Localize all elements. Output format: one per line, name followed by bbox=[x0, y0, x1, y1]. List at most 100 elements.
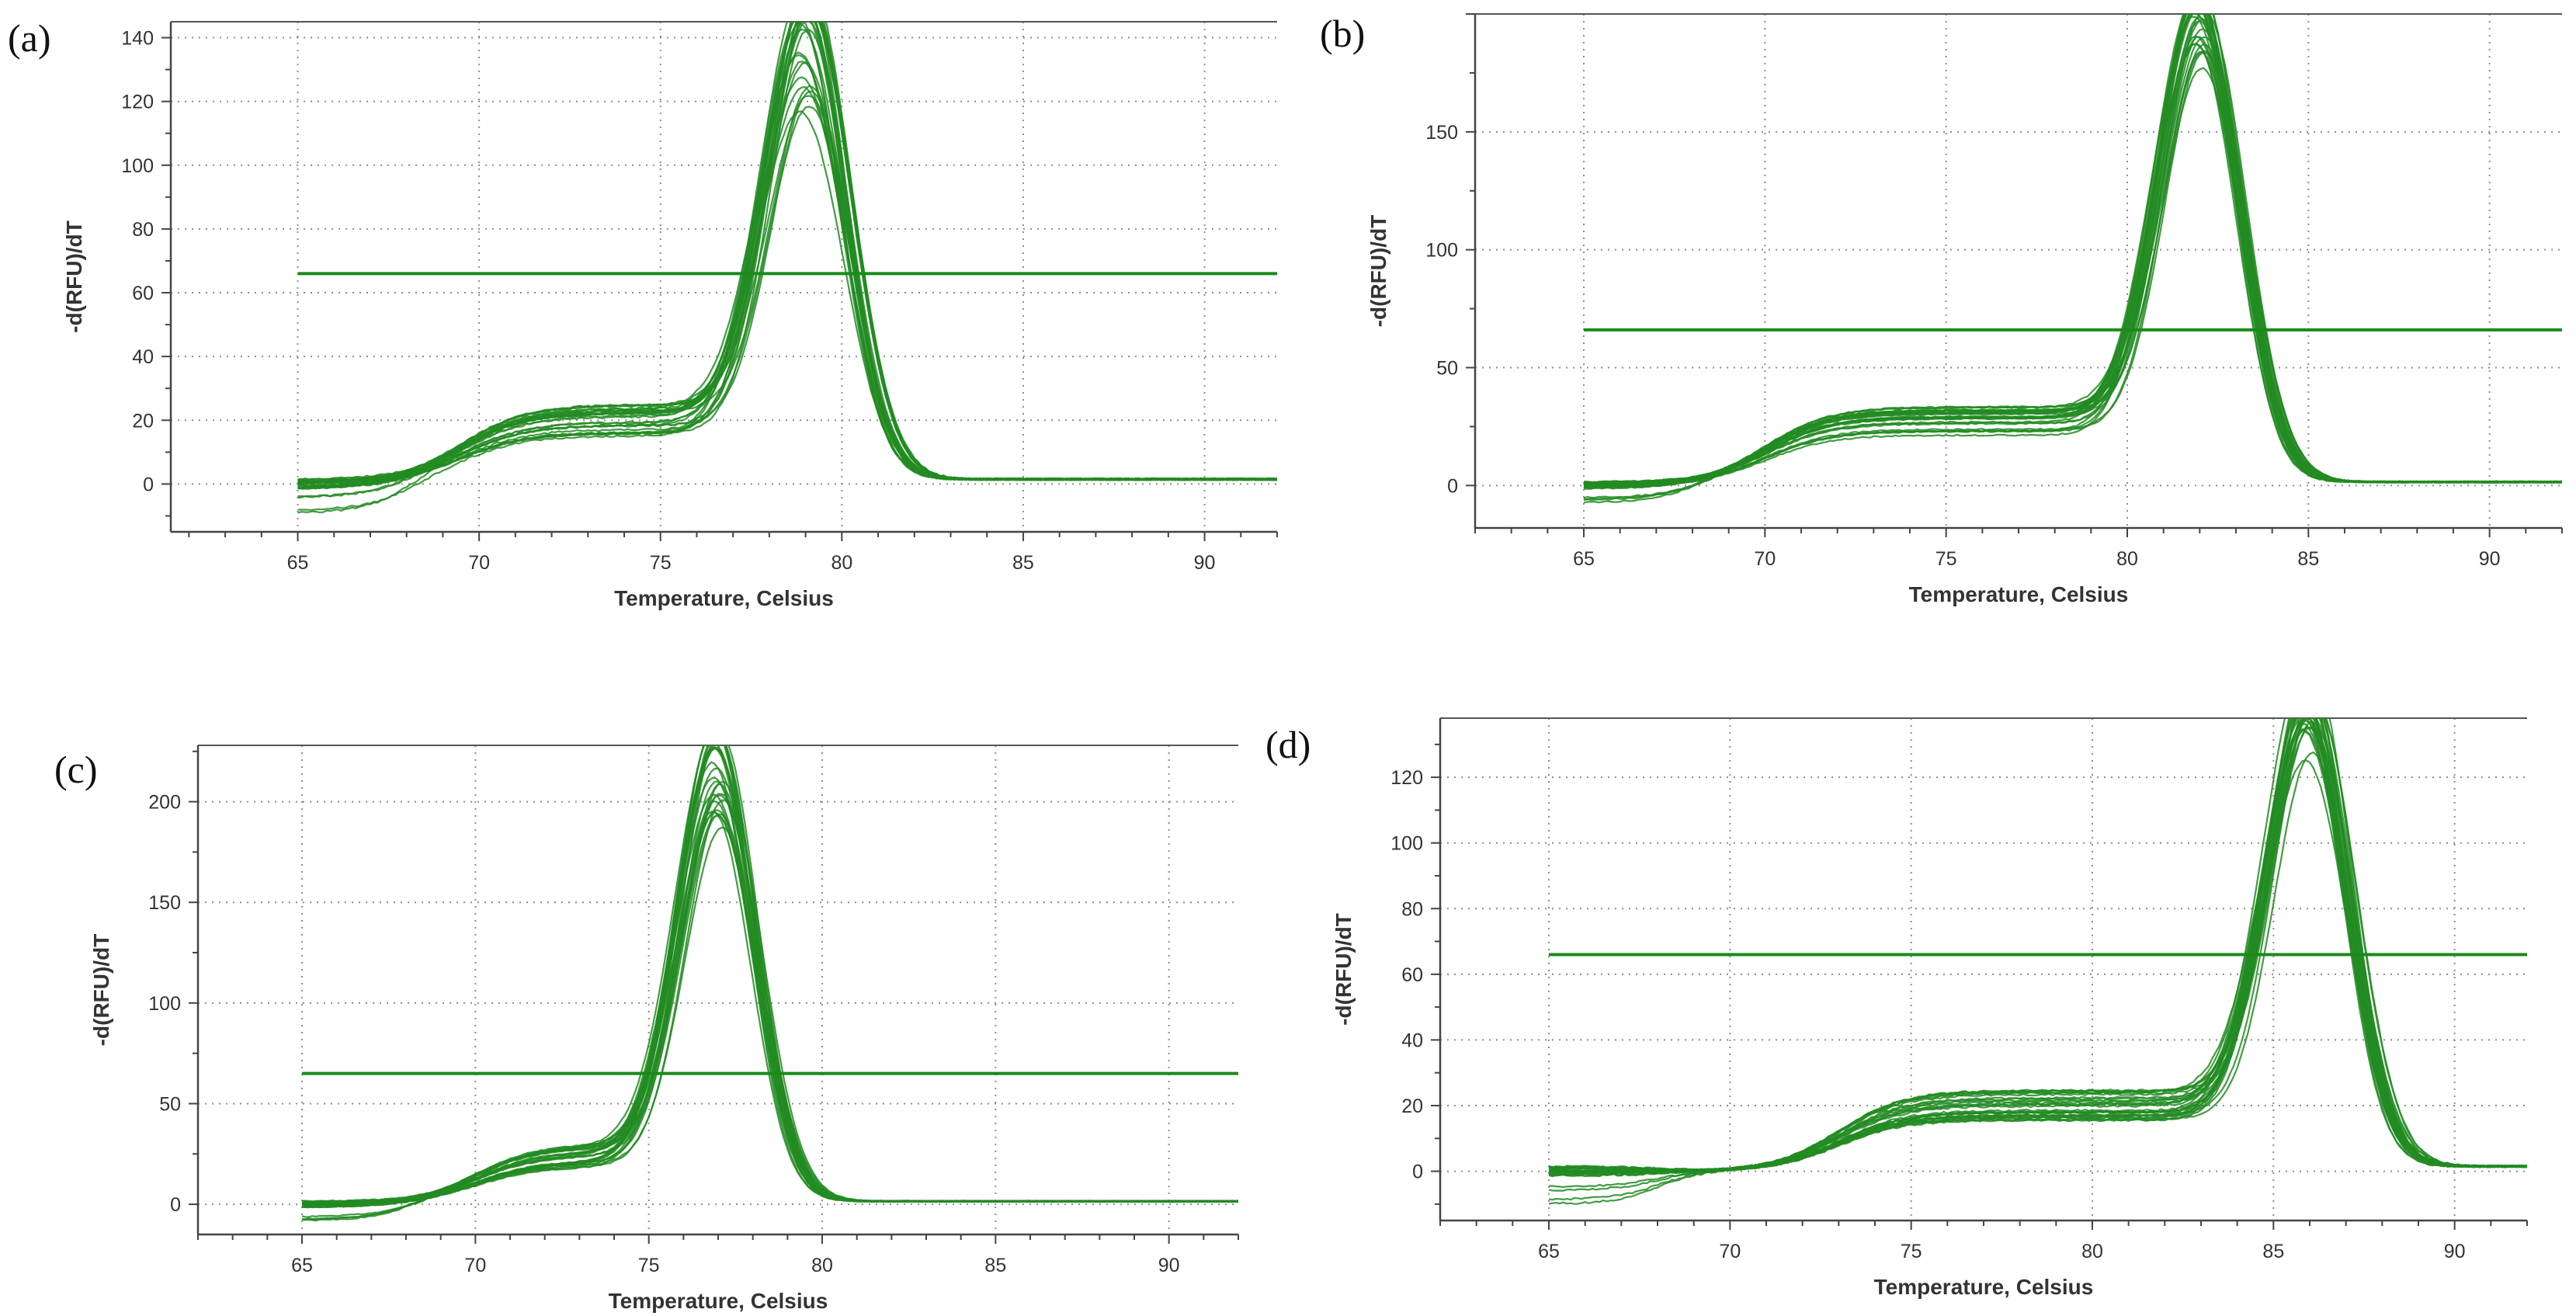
melt-curve bbox=[297, 86, 1277, 490]
x-tick-label: 70 bbox=[468, 552, 490, 574]
y-tick-label: 200 bbox=[148, 792, 181, 814]
melt-curve bbox=[1583, 43, 2562, 486]
panel-label-d: (d) bbox=[1265, 723, 1311, 766]
melt-curve bbox=[301, 780, 1238, 1222]
chart-panel-c: 65 70 75 80 85 90 0 50 100 150 200 Temperature, Cel… bbox=[89, 745, 1239, 1313]
y-tick-label: 40 bbox=[1401, 1030, 1423, 1051]
y-tick-label: 150 bbox=[1425, 122, 1458, 144]
y-tick-label: 50 bbox=[159, 1093, 181, 1115]
melt-curve bbox=[1583, 43, 2562, 487]
melt-curve-group bbox=[1548, 718, 2527, 1205]
y-axis-title: -d(RFU)/dT bbox=[62, 220, 86, 333]
x-tick-label: 70 bbox=[1719, 1241, 1741, 1262]
melt-curve bbox=[1583, 14, 2562, 501]
y-tick-label: 140 bbox=[121, 28, 154, 50]
melt-curve bbox=[301, 745, 1238, 1207]
x-tick-label: 70 bbox=[464, 1255, 486, 1276]
x-axis-title: Temperature, Celsius bbox=[609, 1289, 828, 1313]
y-tick-label: 20 bbox=[1401, 1096, 1423, 1117]
melt-curve bbox=[301, 745, 1238, 1209]
melt-curve bbox=[297, 106, 1277, 490]
y-tick-label: 60 bbox=[1401, 964, 1423, 986]
melt-curve bbox=[301, 745, 1238, 1206]
y-tick-label: 0 bbox=[143, 474, 154, 495]
x-tick-label: 85 bbox=[1012, 552, 1034, 574]
y-tick-label: 100 bbox=[148, 993, 181, 1015]
x-tick-label: 90 bbox=[2479, 548, 2501, 570]
x-tick-label: 80 bbox=[2081, 1241, 2103, 1262]
y-tick-label: 0 bbox=[170, 1194, 181, 1216]
y-tick-label: 80 bbox=[1401, 898, 1423, 920]
y-tick-label: 40 bbox=[132, 346, 154, 368]
x-axis-title: Temperature, Celsius bbox=[1874, 1275, 2094, 1299]
x-tick-label: 65 bbox=[1538, 1241, 1560, 1262]
y-tick-label: 80 bbox=[132, 219, 154, 241]
x-tick-label: 75 bbox=[650, 552, 672, 574]
x-axis-title: Temperature, Celsius bbox=[614, 586, 834, 610]
melt-curve bbox=[1548, 726, 2527, 1201]
melt-curve bbox=[301, 746, 1238, 1208]
melt-curve bbox=[1583, 50, 2562, 490]
y-tick-label: 50 bbox=[1436, 358, 1458, 380]
x-tick-label: 75 bbox=[1901, 1241, 1922, 1262]
x-tick-label: 90 bbox=[2444, 1241, 2466, 1262]
melt-curve bbox=[297, 90, 1277, 489]
melt-curve bbox=[301, 767, 1238, 1209]
melt-curve bbox=[301, 776, 1238, 1205]
y-tick-label: 20 bbox=[132, 410, 154, 432]
panel-label-a: (a) bbox=[8, 16, 51, 60]
melt-curve bbox=[297, 51, 1277, 514]
melt-curve bbox=[301, 745, 1238, 1205]
x-tick-label: 65 bbox=[1573, 548, 1595, 570]
y-tick-label: 100 bbox=[1390, 833, 1423, 855]
melt-curve bbox=[301, 780, 1238, 1204]
melt-curve bbox=[1548, 759, 2527, 1189]
panel-label-c: (c) bbox=[54, 748, 98, 791]
y-tick-label: 100 bbox=[1425, 240, 1458, 262]
y-axis-title: -d(RFU)/dT bbox=[1366, 215, 1390, 328]
x-tick-label: 85 bbox=[2297, 548, 2319, 570]
y-tick-label: 60 bbox=[132, 283, 154, 304]
x-tick-label: 75 bbox=[1935, 548, 1957, 570]
melt-curve bbox=[1548, 721, 2527, 1172]
melt-curve bbox=[1583, 50, 2562, 489]
melt-curve bbox=[301, 745, 1238, 1208]
y-tick-label: 0 bbox=[1447, 475, 1458, 497]
melt-curve bbox=[297, 95, 1277, 499]
melt-curve-group bbox=[1583, 14, 2562, 504]
chart-panel-a: 65 70 75 80 85 90 0 20 40 60 80 100 120 140 Temperatur… bbox=[62, 21, 1278, 610]
melt-curve bbox=[297, 54, 1277, 488]
x-tick-label: 80 bbox=[811, 1255, 833, 1276]
y-axis-title: -d(RFU)/dT bbox=[89, 934, 113, 1047]
melt-curve bbox=[301, 746, 1238, 1205]
melt-curve bbox=[301, 783, 1238, 1203]
melt-curve bbox=[301, 745, 1238, 1208]
melt-curve bbox=[301, 747, 1238, 1221]
melt-curve bbox=[297, 22, 1277, 484]
x-tick-label: 70 bbox=[1754, 548, 1776, 570]
panel-label-b: (b) bbox=[1320, 12, 1366, 55]
melt-curve bbox=[301, 746, 1238, 1203]
y-tick-label: 120 bbox=[121, 92, 154, 113]
melt-curve bbox=[301, 761, 1238, 1218]
y-tick-label: 150 bbox=[148, 892, 181, 914]
melt-curve bbox=[301, 745, 1238, 1204]
chart-panel-d: 65 70 75 80 85 90 0 20 40 60 80 100 120 Temperature, … bbox=[1331, 717, 2528, 1299]
x-axis-title: Temperature, Celsius bbox=[1909, 582, 2129, 606]
x-tick-label: 75 bbox=[638, 1255, 660, 1276]
x-tick-label: 80 bbox=[831, 552, 852, 574]
melt-curve bbox=[1548, 718, 2527, 1205]
melt-curve bbox=[297, 22, 1277, 486]
melt-curve-group bbox=[301, 745, 1238, 1222]
x-tick-label: 85 bbox=[2262, 1241, 2284, 1262]
x-tick-label: 65 bbox=[287, 552, 309, 574]
y-axis-title: -d(RFU)/dT bbox=[1331, 913, 1356, 1026]
x-tick-label: 90 bbox=[1158, 1255, 1180, 1276]
y-tick-label: 100 bbox=[121, 155, 154, 177]
x-tick-label: 85 bbox=[984, 1255, 1006, 1276]
x-tick-label: 90 bbox=[1194, 552, 1216, 574]
melt-curve bbox=[1583, 35, 2562, 488]
y-tick-label: 120 bbox=[1390, 767, 1423, 789]
melt-curve bbox=[297, 110, 1277, 488]
